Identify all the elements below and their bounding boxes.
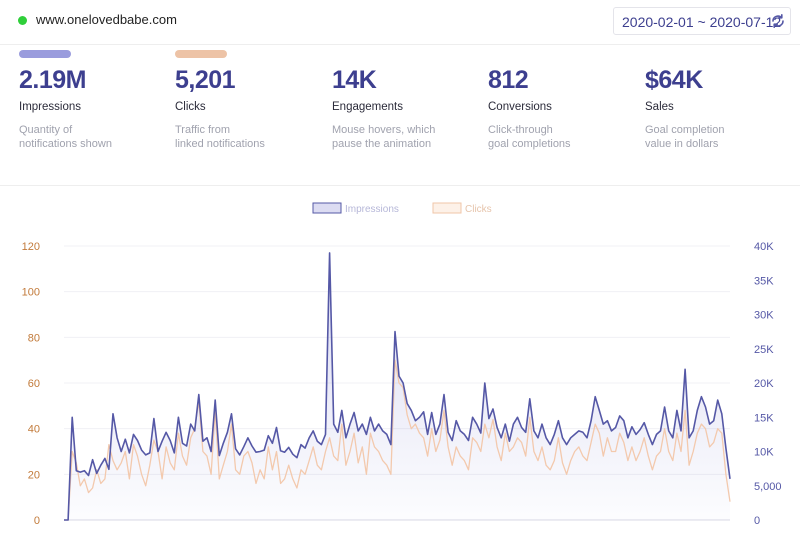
kpi-description: Goal completion value in dollars bbox=[645, 124, 725, 150]
kpi-bar bbox=[175, 50, 227, 58]
right-axis-tick: 15K bbox=[754, 412, 774, 424]
left-axis-tick: 100 bbox=[22, 287, 40, 299]
kpi-description: Click-through goal completions bbox=[488, 124, 571, 150]
kpi-bar bbox=[19, 50, 71, 58]
right-axis-tick: 30K bbox=[754, 310, 774, 322]
kpi-label: Sales bbox=[645, 101, 674, 113]
legend-swatch-impressions[interactable] bbox=[312, 202, 342, 214]
kpi-label: Engagements bbox=[332, 101, 403, 113]
left-axis: 0 20 40 60 80 100 120 bbox=[22, 241, 40, 527]
series-line-impressions bbox=[64, 252, 731, 521]
right-axis-tick: 20K bbox=[754, 378, 774, 390]
left-axis-tick: 20 bbox=[28, 469, 40, 481]
site-url[interactable]: www.onelovedbabe.com bbox=[36, 12, 177, 27]
right-axis: 0 5,000 10K 15K 20K 25K 30K 35K 40K bbox=[754, 241, 782, 527]
kpi-row: 2.19M Impressions Quantity of notificati… bbox=[0, 44, 800, 186]
kpi-value: $64K bbox=[645, 66, 703, 94]
left-axis-tick: 120 bbox=[22, 241, 40, 253]
refresh-icon[interactable] bbox=[770, 13, 786, 29]
kpi-description: Quantity of notifications shown bbox=[19, 124, 112, 150]
right-axis-tick: 25K bbox=[754, 344, 774, 356]
top-bar: www.onelovedbabe.com 2020-02-01 ~ 2020-0… bbox=[0, 0, 800, 45]
line-chart: Impressions Clicks 0 20 40 60 80 100 120 0 5,00… bbox=[22, 202, 782, 527]
series-line-clicks bbox=[64, 359, 731, 521]
kpi-value: 2.19M bbox=[19, 66, 86, 94]
legend-label-clicks[interactable]: Clicks bbox=[465, 204, 492, 215]
kpi-description: Mouse hovers, which pause the animation bbox=[332, 124, 436, 150]
kpi-label: Clicks bbox=[175, 101, 206, 113]
date-range-text: 2020-02-01 ~ 2020-07-12 bbox=[622, 14, 782, 30]
kpi-description: Traffic from linked notifications bbox=[175, 124, 265, 150]
impressions-area bbox=[64, 252, 730, 520]
kpi-value: 5,201 bbox=[175, 66, 236, 94]
left-axis-tick: 80 bbox=[28, 332, 40, 344]
left-axis-tick: 60 bbox=[28, 378, 40, 390]
left-axis-tick: 0 bbox=[34, 515, 40, 527]
date-range-picker[interactable]: 2020-02-01 ~ 2020-07-12 bbox=[613, 7, 791, 35]
legend-label-impressions[interactable]: Impressions bbox=[345, 204, 399, 215]
kpi-label: Conversions bbox=[488, 101, 552, 113]
left-axis-tick: 40 bbox=[28, 424, 40, 436]
status-dot bbox=[18, 16, 27, 25]
chart-area: Impressions Clicks 0 20 40 60 80 100 120 0 5,00… bbox=[0, 186, 800, 538]
right-axis-tick: 10K bbox=[754, 447, 774, 459]
kpi-value: 812 bbox=[488, 66, 529, 94]
chart-legend: Impressions Clicks bbox=[312, 202, 492, 215]
legend-swatch-clicks[interactable] bbox=[432, 202, 462, 214]
kpi-label: Impressions bbox=[19, 101, 81, 113]
right-axis-tick: 35K bbox=[754, 275, 774, 287]
right-axis-tick: 5,000 bbox=[754, 481, 782, 493]
right-axis-tick: 40K bbox=[754, 241, 774, 253]
kpi-value: 14K bbox=[332, 66, 377, 94]
right-axis-tick: 0 bbox=[754, 515, 760, 527]
